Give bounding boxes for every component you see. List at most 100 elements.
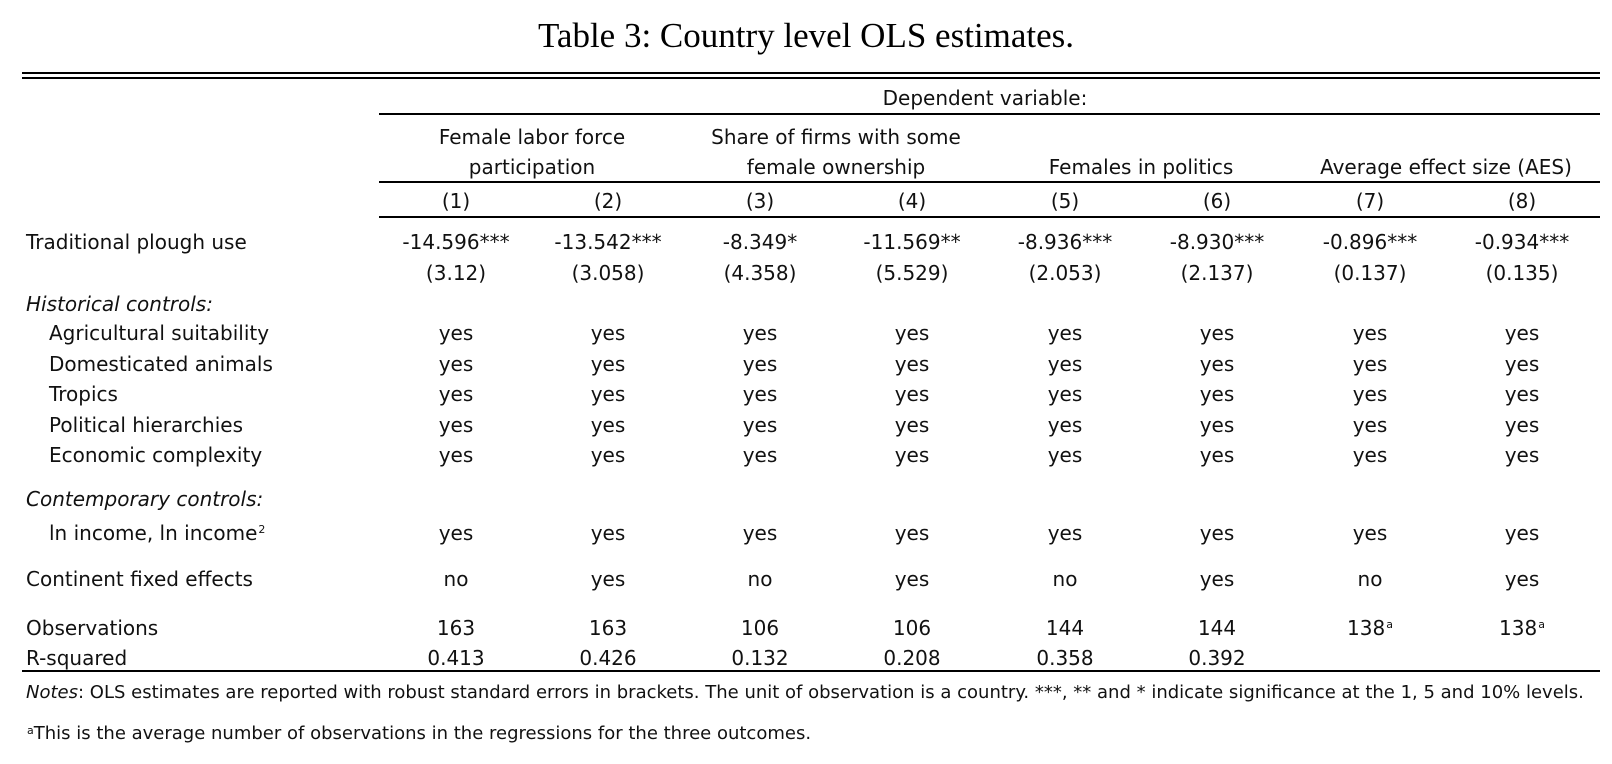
observations-value: 163 <box>436 616 476 640</box>
value-cell: yes <box>438 321 474 345</box>
value-cell: yes <box>894 567 930 591</box>
se-cell: (0.135) <box>1485 261 1559 285</box>
column-number: (2) <box>593 189 623 213</box>
value-cell: yes <box>1504 382 1540 406</box>
row-label-historical: Political hierarchies <box>49 413 244 437</box>
coef-cell: -11.569** <box>863 230 961 254</box>
observations-value: 138 <box>1499 616 1538 640</box>
column-number: (8) <box>1507 189 1537 213</box>
observations-value: 163 <box>588 616 628 640</box>
value-cell: no <box>1357 567 1383 591</box>
top-rule-2 <box>22 77 1600 79</box>
value-cell: yes <box>1047 321 1083 345</box>
se-cell: (2.053) <box>1028 261 1102 285</box>
group-header-line2: participation <box>468 155 596 179</box>
se-cell: (0.137) <box>1333 261 1407 285</box>
group-header-line1: Female labor force <box>438 125 626 149</box>
value-cell: 0.132 <box>731 646 789 670</box>
group-header-line2: Average effect size (AES) <box>1320 155 1572 179</box>
value-cell: yes <box>590 352 626 376</box>
observations-value: 106 <box>892 616 932 640</box>
row-label-plough: Traditional plough use <box>26 230 247 254</box>
historical-controls-heading: Historical controls: <box>26 292 213 316</box>
value-cell: yes <box>590 567 626 591</box>
group-header-line2: Females in politics <box>1048 155 1234 179</box>
value-cell: yes <box>742 443 778 467</box>
value-cell: yes <box>742 382 778 406</box>
value-cell: yes <box>590 443 626 467</box>
coef-cell: -14.596*** <box>402 230 510 254</box>
se-cell: (2.137) <box>1180 261 1254 285</box>
value-cell: yes <box>438 443 474 467</box>
value-cell: yes <box>1352 352 1388 376</box>
coef-cell: -8.349* <box>722 230 798 254</box>
observations-cell: 138a <box>1347 616 1393 640</box>
observations-superscript: a <box>1538 618 1545 631</box>
value-cell: yes <box>1504 567 1540 591</box>
value-cell: yes <box>1504 352 1540 376</box>
value-cell: yes <box>590 382 626 406</box>
income-label-text: ln income, ln income <box>49 521 258 545</box>
value-cell: yes <box>894 352 930 376</box>
top-rule <box>22 72 1600 74</box>
value-cell: yes <box>1352 521 1388 545</box>
value-cell: yes <box>1047 352 1083 376</box>
value-cell: yes <box>894 413 930 437</box>
row-label-historical: Agricultural suitability <box>49 321 270 345</box>
value-cell: yes <box>1199 413 1235 437</box>
value-cell: yes <box>1504 321 1540 345</box>
value-cell: yes <box>894 443 930 467</box>
value-cell: yes <box>438 382 474 406</box>
value-cell: yes <box>1199 567 1235 591</box>
column-number: (5) <box>1050 189 1080 213</box>
value-cell: no <box>1052 567 1078 591</box>
coef-cell: -8.936*** <box>1017 230 1113 254</box>
value-cell: 0.392 <box>1188 646 1246 670</box>
value-cell: yes <box>1047 521 1083 545</box>
value-cell: no <box>747 567 773 591</box>
column-number: (1) <box>441 189 471 213</box>
value-cell: yes <box>1199 382 1235 406</box>
column-number: (6) <box>1202 189 1232 213</box>
value-cell: yes <box>1352 321 1388 345</box>
value-cell: yes <box>1047 413 1083 437</box>
observations-cell: 138a <box>1499 616 1545 640</box>
value-cell: yes <box>1352 413 1388 437</box>
value-cell: no <box>443 567 469 591</box>
group-header-line1: Share of firms with some <box>711 125 961 149</box>
footnote-text: This is the average number of observatio… <box>33 723 812 744</box>
value-cell: yes <box>590 413 626 437</box>
value-cell: 0.358 <box>1036 646 1094 670</box>
dependent-variable-header: Dependent variable: <box>882 86 1088 110</box>
coef-cell: -0.896*** <box>1322 230 1418 254</box>
value-cell: yes <box>1352 382 1388 406</box>
observations-value: 144 <box>1045 616 1085 640</box>
value-cell: yes <box>1352 443 1388 467</box>
value-cell: yes <box>742 521 778 545</box>
row-label-continent: Continent fixed effects <box>26 567 253 591</box>
value-cell: yes <box>438 521 474 545</box>
value-cell: yes <box>742 352 778 376</box>
coef-cell: -0.934*** <box>1474 230 1570 254</box>
column-number: (4) <box>897 189 927 213</box>
coef-cell: -13.542*** <box>554 230 662 254</box>
footnote-mark: a <box>27 724 34 737</box>
dependent-rule <box>379 113 1600 115</box>
value-cell: yes <box>1504 521 1540 545</box>
table-title: Table 3: Country level OLS estimates. <box>537 16 1075 55</box>
row-label-historical: Domesticated animals <box>49 352 273 376</box>
table-footnote: aThis is the average number of observati… <box>26 722 811 746</box>
se-cell: (3.12) <box>425 261 487 285</box>
value-cell: yes <box>1199 521 1235 545</box>
value-cell: yes <box>590 321 626 345</box>
value-cell: 0.208 <box>883 646 941 670</box>
observations-value: 138 <box>1347 616 1386 640</box>
value-cell: yes <box>1504 413 1540 437</box>
value-cell: yes <box>894 521 930 545</box>
bottom-rule <box>22 670 1600 672</box>
row-label-historical: Tropics <box>49 382 118 406</box>
value-cell: yes <box>438 413 474 437</box>
row-label-rsquared: R-squared <box>26 646 128 670</box>
row-label-historical: Economic complexity <box>49 443 263 467</box>
observations-value: 106 <box>740 616 780 640</box>
